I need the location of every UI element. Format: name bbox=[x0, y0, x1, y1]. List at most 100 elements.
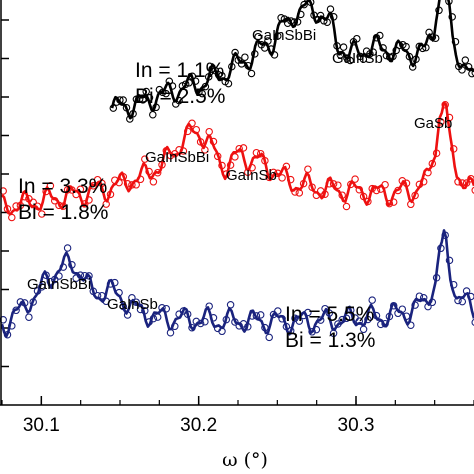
annotation-label: In = 3.3% bbox=[18, 175, 107, 198]
data-point bbox=[42, 187, 50, 196]
data-point bbox=[261, 156, 269, 165]
data-point bbox=[46, 277, 55, 286]
data-point bbox=[102, 297, 110, 306]
data-point bbox=[16, 298, 25, 306]
data-point bbox=[467, 174, 474, 183]
data-point bbox=[339, 43, 348, 51]
data-point bbox=[394, 309, 402, 318]
data-point bbox=[286, 175, 295, 184]
data-point bbox=[364, 197, 372, 206]
data-point bbox=[248, 312, 256, 320]
data-point bbox=[132, 298, 140, 306]
annotation-label: GaInSbBi bbox=[252, 27, 316, 44]
data-point bbox=[208, 65, 216, 73]
x-tick-label: 30.1 bbox=[23, 415, 60, 436]
data-point bbox=[20, 192, 29, 201]
data-point bbox=[445, 113, 454, 122]
data-point bbox=[445, 0, 453, 6]
data-point bbox=[424, 168, 432, 177]
data-point bbox=[188, 119, 196, 128]
data-point bbox=[308, 328, 316, 336]
data-point bbox=[402, 179, 411, 188]
data-point bbox=[135, 95, 144, 103]
data-point bbox=[244, 61, 252, 70]
data-point bbox=[244, 322, 252, 331]
data-point bbox=[171, 150, 179, 158]
data-point bbox=[402, 312, 411, 320]
data-point bbox=[254, 32, 262, 41]
data-point bbox=[166, 151, 175, 160]
data-point bbox=[248, 163, 256, 172]
data-point bbox=[222, 315, 231, 324]
data-point bbox=[449, 145, 458, 153]
data-point bbox=[252, 148, 261, 157]
data-point bbox=[299, 179, 308, 188]
data-point bbox=[191, 77, 200, 85]
data-point bbox=[359, 325, 368, 334]
data-point bbox=[282, 322, 291, 331]
data-point bbox=[329, 329, 338, 338]
data-point bbox=[320, 17, 328, 25]
data-point bbox=[195, 88, 203, 97]
data-point bbox=[162, 147, 171, 155]
data-point bbox=[128, 181, 136, 189]
data-point bbox=[461, 56, 470, 64]
data-point bbox=[126, 115, 134, 123]
data-point bbox=[398, 177, 407, 185]
data-point bbox=[76, 185, 85, 194]
data-point bbox=[214, 71, 223, 79]
data-point bbox=[185, 79, 193, 87]
data-point bbox=[162, 304, 171, 313]
data-point bbox=[431, 34, 440, 42]
data-point bbox=[145, 167, 153, 176]
data-point bbox=[63, 244, 72, 252]
data-point bbox=[368, 184, 376, 193]
data-point bbox=[355, 317, 364, 325]
data-point bbox=[153, 313, 162, 321]
data-point bbox=[196, 319, 205, 328]
y-axis-ticks bbox=[1, 19, 9, 368]
data-point bbox=[231, 48, 239, 57]
data-point bbox=[181, 80, 190, 88]
data-point bbox=[412, 55, 420, 63]
data-point bbox=[55, 272, 63, 280]
x-tick-label: 30.3 bbox=[338, 415, 375, 436]
data-point bbox=[235, 144, 243, 153]
data-point bbox=[237, 60, 246, 68]
x-tick-label: 30.2 bbox=[180, 415, 217, 436]
data-point bbox=[316, 187, 325, 195]
annotation-label: In = 5.5% bbox=[285, 303, 374, 326]
data-point bbox=[428, 298, 437, 307]
data-point bbox=[231, 153, 239, 161]
data-point bbox=[325, 180, 334, 188]
data-point bbox=[369, 48, 377, 56]
data-point bbox=[139, 96, 147, 104]
data-point bbox=[119, 96, 127, 104]
data-point bbox=[338, 191, 346, 199]
data-point bbox=[379, 44, 387, 52]
data-point bbox=[142, 87, 150, 96]
data-point bbox=[464, 63, 473, 71]
data-point bbox=[85, 272, 93, 280]
data-point bbox=[415, 292, 424, 300]
data-point bbox=[38, 283, 46, 291]
data-point bbox=[411, 301, 419, 309]
data-point bbox=[111, 278, 119, 287]
series-layer bbox=[0, 0, 474, 342]
data-point bbox=[467, 292, 474, 301]
data-point bbox=[326, 5, 335, 13]
data-point bbox=[188, 323, 196, 332]
data-point bbox=[372, 311, 381, 320]
data-point bbox=[377, 185, 385, 193]
data-point bbox=[381, 319, 389, 328]
data-point bbox=[312, 191, 321, 200]
data-point bbox=[33, 202, 42, 210]
data-point bbox=[228, 62, 236, 71]
data-point bbox=[136, 305, 145, 314]
data-point bbox=[93, 291, 102, 300]
data-point bbox=[111, 176, 119, 184]
annotation-label: GaInSbBi bbox=[145, 149, 209, 166]
data-point bbox=[42, 271, 50, 279]
data-point bbox=[109, 104, 118, 112]
